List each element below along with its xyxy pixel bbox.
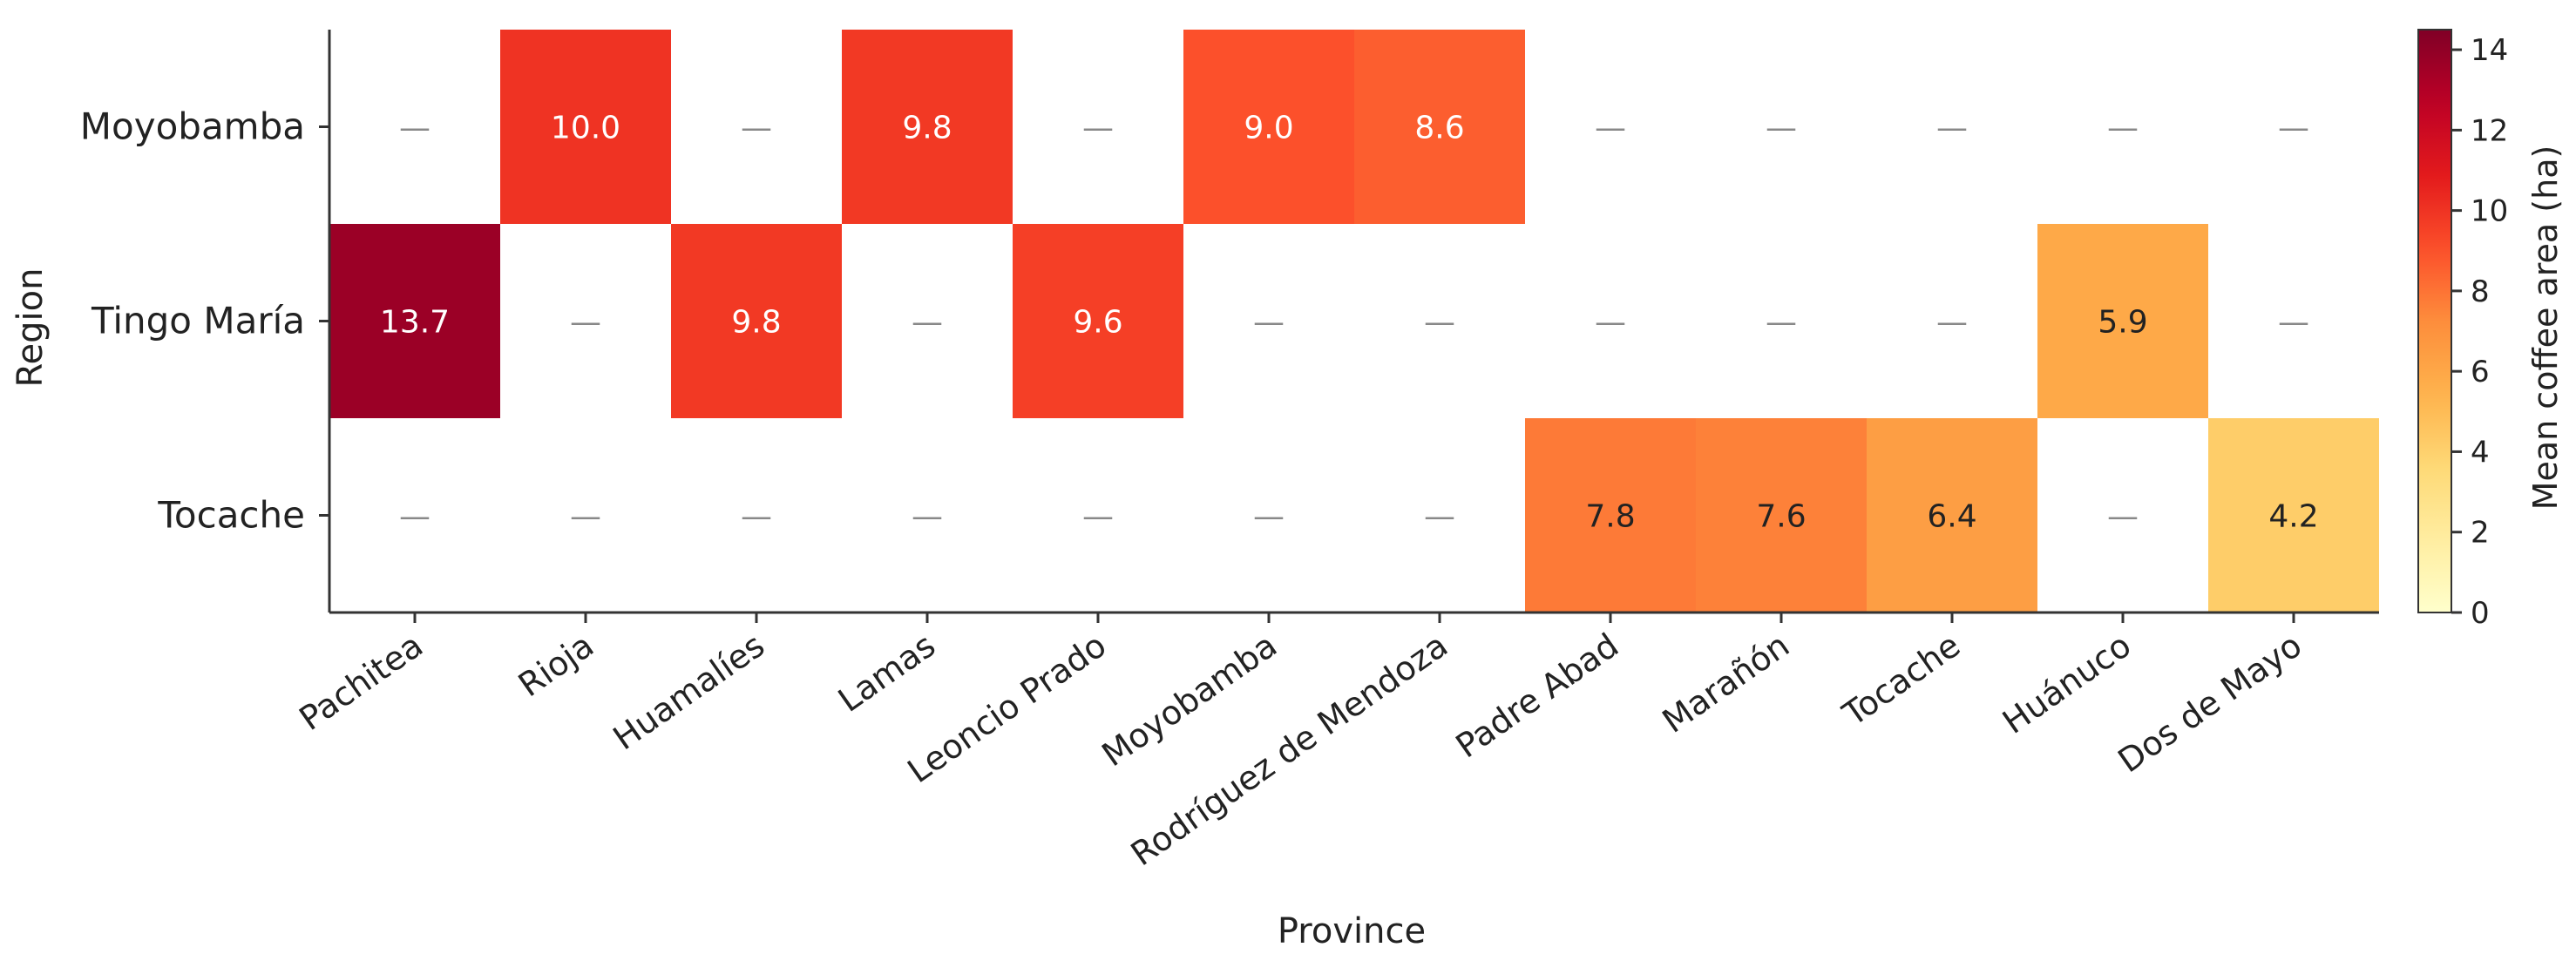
missing-value-label: — xyxy=(1766,111,1797,146)
cell-value-label: 9.8 xyxy=(902,111,952,146)
missing-value-label: — xyxy=(741,111,772,146)
x-tick-label: Dos de Mayo xyxy=(2112,626,2309,780)
colorbar: 0 2 4 6 8 10 12 14 xyxy=(2417,29,2508,631)
heatmap-cell xyxy=(2208,418,2379,612)
colorbar-gradient xyxy=(2417,29,2452,613)
colorbar-tick-label: 10 xyxy=(2471,194,2508,229)
x-tick-label: Padre Abad xyxy=(1449,626,1625,765)
heatmap-cell xyxy=(1696,418,1867,612)
colorbar-tick-label: 12 xyxy=(2471,113,2508,148)
missing-value-label: — xyxy=(912,499,943,535)
missing-value-label: — xyxy=(2107,111,2139,146)
y-tick-label: Moyobamba xyxy=(80,105,305,148)
missing-value-label: — xyxy=(1253,499,1285,535)
heatmap-cell xyxy=(2037,224,2208,418)
x-tick-label: Huamalíes xyxy=(607,626,772,757)
colorbar-title: Mean coffee area (ha) xyxy=(2526,146,2565,511)
y-axis-title: Region xyxy=(10,268,51,388)
missing-value-label: — xyxy=(741,499,772,535)
missing-value-label: — xyxy=(1595,111,1626,146)
missing-value-label: — xyxy=(1936,305,1968,341)
cell-value-label: 5.9 xyxy=(2098,305,2147,341)
missing-value-label: — xyxy=(1766,305,1797,341)
cell-value-label: 4.2 xyxy=(2268,499,2318,535)
missing-value-label: — xyxy=(570,305,601,341)
cell-value-label: 8.6 xyxy=(1414,111,1464,146)
missing-value-label: — xyxy=(399,111,430,146)
colorbar-tick-label: 14 xyxy=(2471,33,2508,68)
heatmap-cell xyxy=(842,30,1013,224)
missing-value-label: — xyxy=(1253,305,1285,341)
cell-value-label: 9.8 xyxy=(731,305,781,341)
y-tick-label: Tingo María xyxy=(91,300,305,342)
cell-value-label: 6.4 xyxy=(1927,499,1976,535)
missing-value-label: — xyxy=(1936,111,1968,146)
heatmap-cell xyxy=(1183,30,1354,224)
cell-value-label: 7.6 xyxy=(1756,499,1806,535)
missing-value-label: — xyxy=(1082,499,1114,535)
x-tick-label: Rodríguez de Mendoza xyxy=(1124,626,1454,873)
heatmap-cell xyxy=(1525,418,1696,612)
heatmap-cell xyxy=(671,224,842,418)
x-tick-label: Pachitea xyxy=(293,626,430,738)
missing-value-label: — xyxy=(2278,305,2309,341)
cell-value-label: 9.6 xyxy=(1073,305,1122,341)
missing-value-label: — xyxy=(2107,499,2139,535)
x-tick-label: Tocache xyxy=(1835,626,1967,734)
colorbar-tick-label: 8 xyxy=(2471,274,2490,309)
x-tick-label: Rioja xyxy=(512,626,600,704)
colorbar-tick-label: 0 xyxy=(2471,596,2490,631)
missing-value-label: — xyxy=(399,499,430,535)
cell-value-label: 7.8 xyxy=(1585,499,1635,535)
missing-value-label: — xyxy=(570,499,601,535)
heatmap-cell xyxy=(1354,30,1525,224)
missing-value-label: — xyxy=(1595,305,1626,341)
x-tick-label: Marañón xyxy=(1656,626,1797,740)
x-tick-label: Lamas xyxy=(831,626,942,719)
heatmap-cell xyxy=(1867,418,2037,612)
cell-value-label: 9.0 xyxy=(1244,111,1293,146)
cell-value-label: 10.0 xyxy=(551,111,620,146)
missing-value-label: — xyxy=(2278,111,2309,146)
heatmap-cell xyxy=(329,224,500,418)
heatmap-cell xyxy=(500,30,671,224)
heatmap-cells: — 10.0 — 9.8 — 9.0 8.6 — — — — — 13.7 — 9.8 — 9.6 — — — — — 5.… xyxy=(329,30,2379,612)
y-tick-label: Tocache xyxy=(157,494,305,537)
x-tick-label: Huánuco xyxy=(1996,626,2138,741)
colorbar-tick-label: 2 xyxy=(2471,516,2490,551)
cell-value-label: 13.7 xyxy=(380,305,450,341)
missing-value-label: — xyxy=(1082,111,1114,146)
heatmap-cell xyxy=(1013,224,1183,418)
colorbar-tick-label: 6 xyxy=(2471,355,2490,389)
missing-value-label: — xyxy=(912,305,943,341)
missing-value-label: — xyxy=(1424,305,1455,341)
colorbar-tick-label: 4 xyxy=(2471,435,2490,470)
missing-value-label: — xyxy=(1424,499,1455,535)
x-axis-title: Province xyxy=(1278,911,1426,951)
